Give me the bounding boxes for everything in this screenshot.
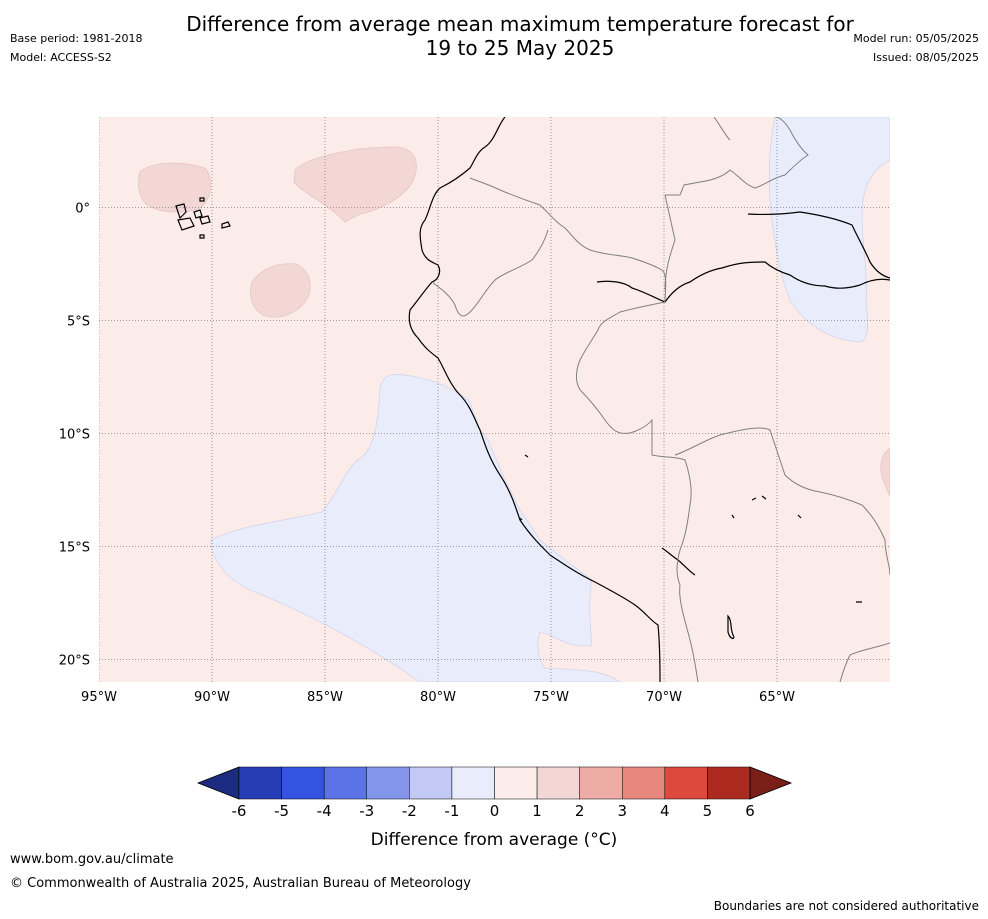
longitude-tick-label: 80°W (420, 690, 456, 705)
colorbar (196, 766, 793, 800)
map-title: Difference from average mean maximum tem… (160, 12, 880, 60)
map-area (99, 117, 890, 682)
colorbar-segment (366, 766, 410, 800)
warm-patch-pacific-mid (250, 263, 311, 318)
title-line-1: Difference from average mean maximum tem… (186, 12, 854, 36)
colorbar-ticks: -6 -5 -4 -3 -2 -1 0 1 2 3 4 5 6 (232, 802, 755, 820)
colorbar-segment (664, 766, 708, 800)
colorbar-segment (494, 766, 538, 800)
colorbar-tick-label: 2 (575, 802, 585, 820)
colorbar-extend-high (749, 766, 793, 800)
model-run: Model run: 05/05/2025 (853, 32, 979, 45)
colorbar-tick-label: -1 (444, 802, 459, 820)
colorbar-segment (323, 766, 367, 800)
latitude-tick-label: 5°S (67, 314, 90, 329)
coastline (175, 117, 890, 682)
colorbar-segment (579, 766, 623, 800)
latitude-tick-label: 15°S (59, 540, 90, 555)
colorbar-extend-low (196, 766, 240, 800)
longitude-tick-label: 90°W (194, 690, 230, 705)
colorbar-segment (281, 766, 325, 800)
warm-patch-east-edge (880, 447, 890, 497)
longitude-tick-label: 85°W (307, 690, 343, 705)
colorbar-segment (536, 766, 580, 800)
colorbar-tick-label: 1 (532, 802, 542, 820)
latitude-labels: 0° 5°S 10°S 15°S 20°S (59, 201, 90, 668)
colorbar-tick-label: -3 (359, 802, 374, 820)
boundary-disclaimer: Boundaries are not considered authoritat… (713, 899, 979, 913)
colorbar-segment (622, 766, 666, 800)
country-borders (431, 117, 890, 682)
cool-patch-pacific (210, 374, 621, 682)
colorbar-tick-label: 4 (660, 802, 670, 820)
latitude-tick-label: 10°S (59, 427, 90, 442)
warm-patch-pacific-north (293, 146, 417, 223)
colorbar-title: Difference from average (°C) (371, 830, 618, 850)
warm-patch-galapagos (138, 162, 211, 213)
colorbar-segment (451, 766, 495, 800)
colorbar-tick-label: -5 (274, 802, 289, 820)
colorbar-tick-label: 5 (703, 802, 713, 820)
colorbar-segment (409, 766, 453, 800)
copyright-notice: © Commonwealth of Australia 2025, Austra… (10, 876, 471, 891)
graticule (99, 117, 890, 682)
colorbar-tick-label: 0 (490, 802, 500, 820)
longitude-tick-label: 65°W (759, 690, 795, 705)
latitude-tick-label: 20°S (59, 653, 90, 668)
colorbar-tick-label: -4 (317, 802, 332, 820)
longitude-tick-label: 70°W (646, 690, 682, 705)
colorbar-tick-label: 6 (745, 802, 755, 820)
colorbar-segment (707, 766, 751, 800)
longitude-tick-label: 75°W (533, 690, 569, 705)
cool-patch-amazon (769, 117, 890, 343)
colorbar-tick-label: -2 (402, 802, 417, 820)
bom-url[interactable]: www.bom.gov.au/climate (10, 852, 174, 867)
latitude-tick-label: 0° (75, 201, 90, 216)
longitude-tick-label: 95°W (81, 690, 117, 705)
issued-date: Issued: 08/05/2025 (872, 51, 979, 64)
colorbar-tick-label: 3 (617, 802, 627, 820)
colorbar-tick-label: -6 (232, 802, 247, 820)
colorbar-segment (238, 766, 282, 800)
title-line-2: 19 to 25 May 2025 (425, 36, 615, 60)
longitude-labels: 95°W 90°W 85°W 80°W 75°W 70°W 65°W (81, 690, 795, 705)
base-period: Base period: 1981-2018 (10, 32, 143, 45)
model-name: Model: ACCESS-S2 (10, 51, 112, 64)
